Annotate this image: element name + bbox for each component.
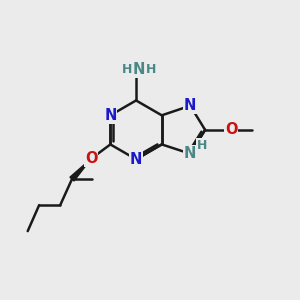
Text: N: N [184, 146, 196, 161]
Text: H: H [197, 139, 207, 152]
Text: N: N [184, 98, 196, 113]
Text: H: H [146, 63, 157, 76]
Text: N: N [104, 108, 117, 123]
Text: O: O [85, 151, 98, 166]
Polygon shape [70, 159, 91, 181]
Text: N: N [133, 62, 146, 77]
Text: H: H [122, 63, 132, 76]
Text: N: N [130, 152, 142, 167]
Text: O: O [225, 122, 237, 137]
